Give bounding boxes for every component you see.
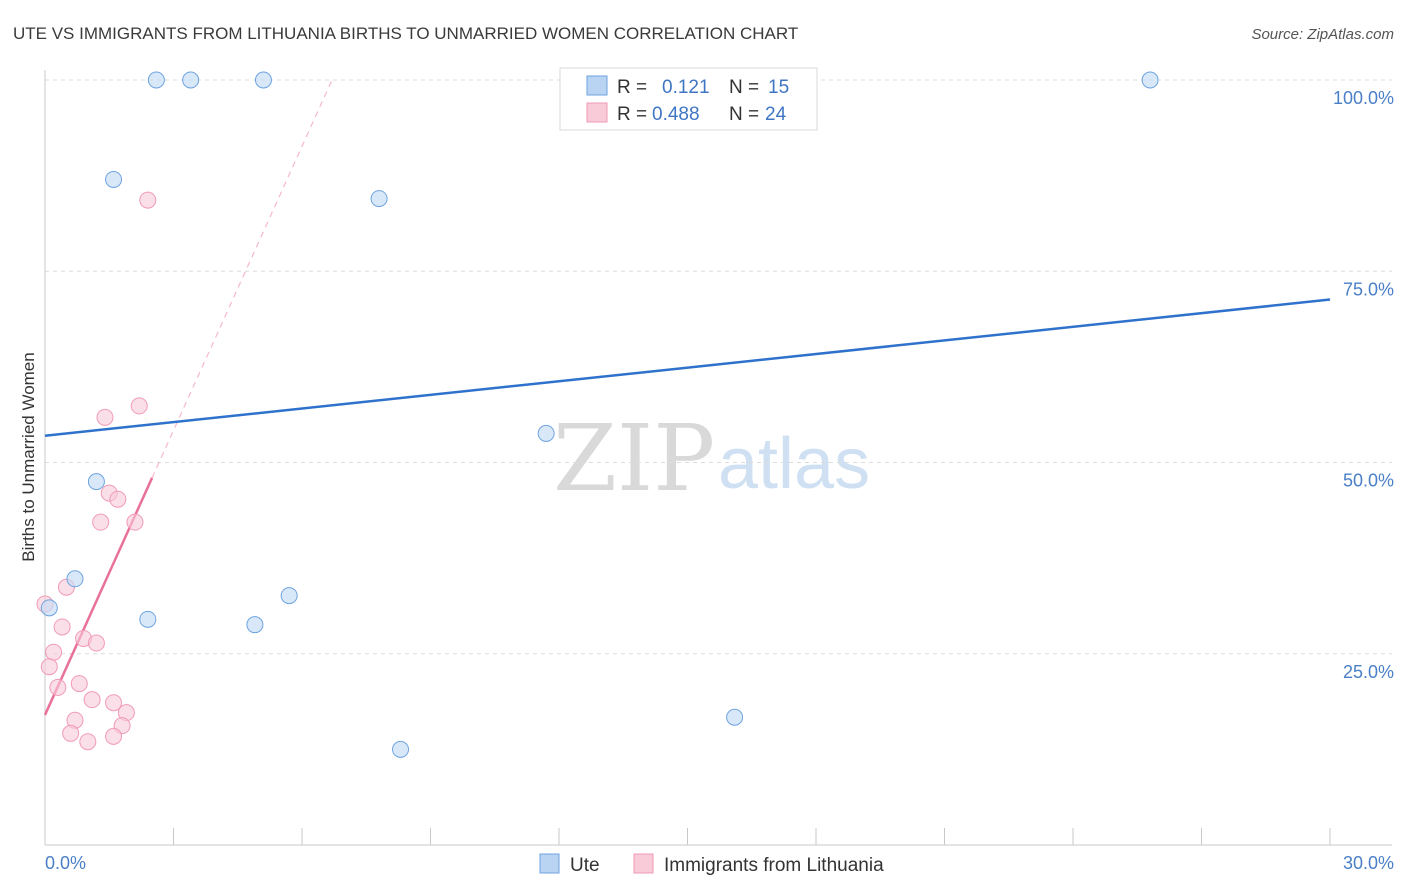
point-ute (280, 587, 298, 605)
point-lithuania (40, 658, 58, 676)
point-lithuania (79, 733, 97, 751)
y-axis-label: Births to Unmarried Women (19, 352, 38, 561)
point-lithuania (45, 643, 63, 661)
point-lithuania (105, 694, 123, 712)
point-lithuania (139, 191, 157, 209)
y-tick-labels: 25.0% 50.0% 75.0% 100.0% (1333, 88, 1394, 682)
point-lithuania (87, 634, 105, 652)
legend-n-label-ute: N = (729, 77, 759, 98)
bottom-legend-label-ute: Ute (570, 855, 600, 876)
y-tick-label: 50.0% (1343, 471, 1394, 491)
point-lithuania (130, 397, 148, 415)
trend-line-ute (44, 298, 1331, 437)
legend-r-label-ute: R = (617, 77, 647, 98)
point-ute (537, 424, 555, 442)
bottom-legend-label-lithuania: Immigrants from Lithuania (664, 855, 884, 876)
legend-n-value-lithuania: 24 (765, 104, 787, 125)
point-ute (182, 71, 200, 89)
trend-line-lithuania-extension (151, 79, 333, 479)
bottom-legend-swatch-ute (539, 853, 560, 874)
point-lithuania (105, 727, 123, 745)
point-ute (246, 616, 264, 634)
series-lithuania-points (36, 191, 157, 751)
point-lithuania (83, 691, 101, 709)
legend-r-label-lithuania: R = (617, 104, 647, 125)
legend-swatch-lithuania (586, 102, 608, 123)
legend-swatch-ute (586, 75, 608, 96)
legend-n-label-lithuania: N = (729, 104, 759, 125)
point-lithuania (92, 513, 110, 531)
point-ute (370, 190, 388, 208)
point-ute (105, 170, 123, 188)
point-lithuania (109, 490, 127, 508)
trend-line-lithuania (43, 477, 154, 716)
trend-lines (43, 79, 1331, 716)
point-ute (254, 71, 272, 89)
point-ute (139, 610, 157, 628)
point-ute (726, 708, 744, 726)
point-ute (40, 599, 58, 617)
gridlines (45, 79, 1392, 655)
point-ute (392, 740, 410, 758)
stats-legend: R = 0.121 N = 15 R = 0.488 N = 24 (559, 67, 818, 131)
watermark-zip: ZIP (553, 405, 715, 512)
point-ute (1141, 71, 1159, 89)
point-lithuania (53, 618, 71, 636)
bottom-legend-swatch-lithuania (633, 853, 654, 874)
y-tick-label: 75.0% (1343, 279, 1394, 299)
point-lithuania (49, 678, 67, 696)
legend-r-value-ute: 0.121 (662, 77, 710, 98)
point-lithuania (96, 408, 114, 426)
series-ute-points (40, 71, 1159, 758)
point-lithuania (70, 675, 88, 693)
point-lithuania (62, 724, 80, 742)
y-tick-label: 25.0% (1343, 662, 1394, 682)
x-tick-label-max: 30.0% (1343, 853, 1394, 873)
series-legend: Ute Immigrants from Lithuania (539, 853, 884, 876)
chart-title: UTE VS IMMIGRANTS FROM LITHUANIA BIRTHS … (13, 24, 798, 43)
legend-n-value-ute: 15 (768, 77, 789, 98)
legend-r-value-lithuania: 0.488 (652, 104, 700, 125)
watermark-atlas: atlas (718, 424, 870, 504)
y-tick-label: 100.0% (1333, 88, 1394, 108)
chart-source: Source: ZipAtlas.com (1251, 26, 1394, 43)
x-ticks (44, 828, 1331, 845)
point-lithuania (126, 513, 144, 531)
x-tick-label-min: 0.0% (45, 853, 86, 873)
point-ute (87, 473, 105, 491)
point-ute (66, 570, 84, 588)
point-ute (147, 71, 165, 89)
